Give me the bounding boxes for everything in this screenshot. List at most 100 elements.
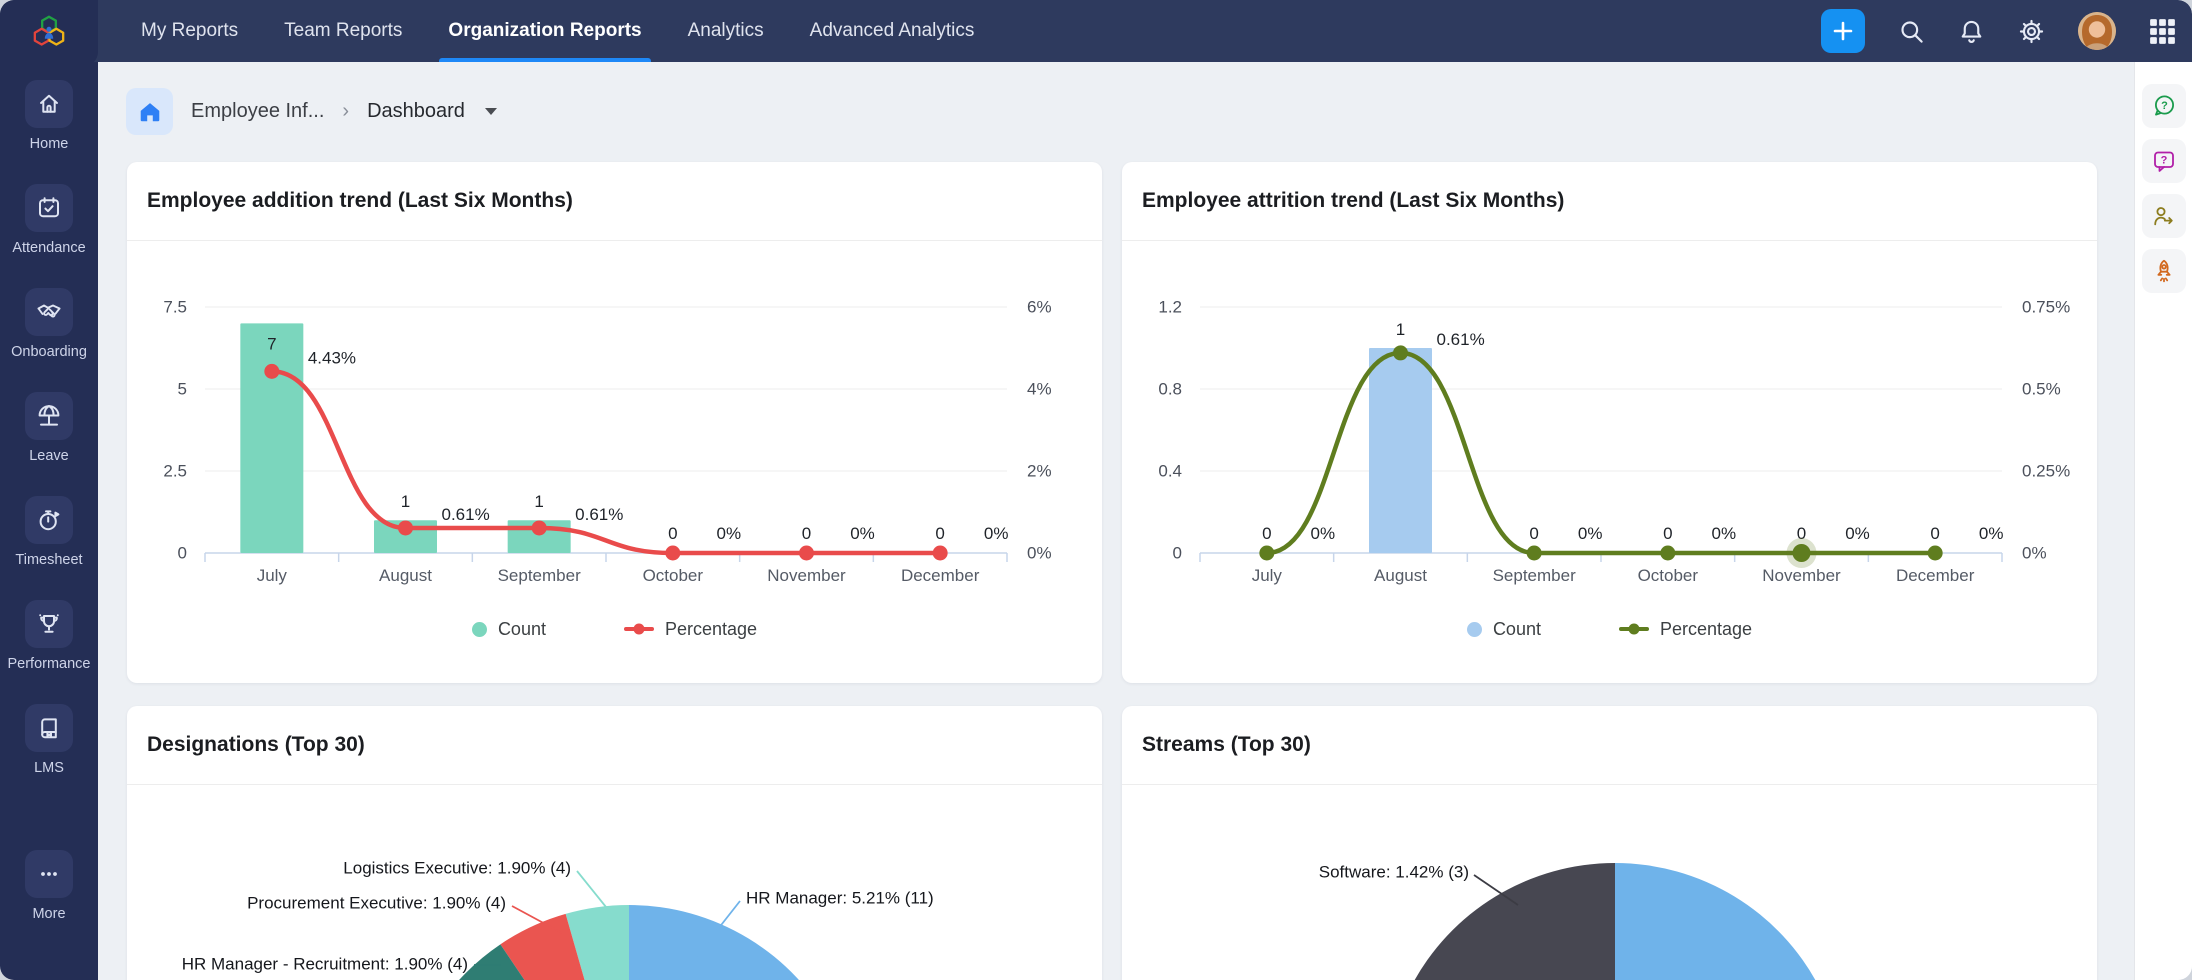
create-button[interactable] bbox=[1821, 9, 1865, 53]
home-button[interactable] bbox=[126, 88, 173, 135]
app-logo[interactable] bbox=[0, 0, 98, 66]
help-chat-icon: ? bbox=[2151, 93, 2177, 119]
sidebar-item-leave[interactable]: Leave bbox=[0, 392, 98, 496]
tab-my-reports[interactable]: My Reports bbox=[141, 0, 238, 62]
card-title: Employee attrition trend (Last Six Month… bbox=[1122, 162, 2097, 240]
svg-text:2%: 2% bbox=[1027, 462, 1052, 481]
sidebar-item-attendance[interactable]: Attendance bbox=[0, 184, 98, 288]
sidebar-item-timesheet[interactable]: Timesheet bbox=[0, 496, 98, 600]
user-referral-icon bbox=[2151, 203, 2177, 229]
lms-book-icon bbox=[35, 714, 63, 742]
attrition-trend-chart[interactable]: 00%0.40.25%0.80.5%1.20.75%JulyAugustSept… bbox=[1122, 241, 2097, 612]
breadcrumb-separator-icon: › bbox=[342, 100, 349, 123]
addition-trend-chart[interactable]: 00%2.52%54%7.56%JulyAugustSeptemberOctob… bbox=[127, 241, 1102, 612]
breadcrumb-current[interactable]: Dashboard bbox=[367, 100, 465, 123]
sidebar-item-onboarding[interactable]: Onboarding bbox=[0, 288, 98, 392]
apps-grid-icon[interactable] bbox=[2149, 18, 2176, 45]
card-title: Designations (Top 30) bbox=[127, 706, 1102, 784]
svg-text:August: August bbox=[379, 566, 432, 585]
timesheet-timer-icon bbox=[35, 506, 63, 534]
attendance-calendar-icon bbox=[35, 194, 63, 222]
sidebar-item-home[interactable]: Home bbox=[0, 80, 98, 184]
breadcrumb-root[interactable]: Employee Inf... bbox=[191, 100, 324, 123]
svg-text:0%: 0% bbox=[1979, 524, 2004, 543]
designations-pie-chart[interactable]: HR Manager: 5.21% (11) Logistics Executiv… bbox=[127, 785, 1102, 980]
svg-text:HR Manager - Recruitment: 1.90: HR Manager - Recruitment: 1.90% (4) bbox=[182, 955, 468, 974]
svg-text:0: 0 bbox=[1930, 524, 1939, 543]
svg-text:0.25%: 0.25% bbox=[2022, 462, 2070, 481]
svg-text:July: July bbox=[1252, 566, 1283, 585]
svg-text:0%: 0% bbox=[1845, 524, 1870, 543]
legend-percentage[interactable]: Percentage bbox=[1619, 619, 1752, 640]
right-help-rail: ? ? bbox=[2134, 62, 2192, 980]
faq-button[interactable]: ? bbox=[2142, 139, 2186, 183]
navbar-actions bbox=[1821, 9, 2192, 53]
svg-text:0.75%: 0.75% bbox=[2022, 298, 2070, 317]
svg-text:0: 0 bbox=[1529, 524, 1538, 543]
search-icon[interactable] bbox=[1898, 18, 1925, 45]
help-chat-button[interactable]: ? bbox=[2142, 84, 2186, 128]
svg-text:0.8: 0.8 bbox=[1158, 380, 1182, 399]
card-streams-top30: Streams (Top 30) Software: 1.42% (3) bbox=[1122, 706, 2097, 980]
user-referral-button[interactable] bbox=[2142, 194, 2186, 238]
sidebar-item-performance[interactable]: Performance bbox=[0, 600, 98, 704]
tab-analytics[interactable]: Analytics bbox=[688, 0, 764, 62]
tab-team-reports[interactable]: Team Reports bbox=[284, 0, 402, 62]
svg-text:7.5: 7.5 bbox=[163, 298, 187, 317]
zoho-people-logo-icon bbox=[28, 12, 70, 54]
svg-text:October: October bbox=[643, 566, 704, 585]
svg-text:0%: 0% bbox=[1712, 524, 1737, 543]
card-title: Employee addition trend (Last Six Months… bbox=[127, 162, 1102, 240]
legend-percentage[interactable]: Percentage bbox=[624, 619, 757, 640]
performance-trophy-icon bbox=[35, 610, 63, 638]
svg-text:September: September bbox=[1493, 566, 1576, 585]
user-avatar[interactable] bbox=[2078, 12, 2116, 50]
streams-pie-chart[interactable]: Software: 1.42% (3) bbox=[1122, 785, 2097, 980]
svg-text:4.43%: 4.43% bbox=[308, 348, 356, 367]
svg-text:November: November bbox=[1762, 566, 1841, 585]
svg-text:0.5%: 0.5% bbox=[2022, 380, 2061, 399]
card-designations-top30: Designations (Top 30) HR Manager: 5.21% … bbox=[127, 706, 1102, 980]
svg-text:0%: 0% bbox=[717, 524, 742, 543]
whats-new-rocket-button[interactable] bbox=[2142, 249, 2186, 293]
house-icon bbox=[137, 99, 163, 125]
sidebar-item-label: Timesheet bbox=[15, 552, 82, 568]
svg-text:1: 1 bbox=[401, 492, 410, 511]
sidebar-item-label: More bbox=[32, 906, 65, 922]
chart-legend: Count Percentage bbox=[1122, 614, 2097, 644]
notifications-bell-icon[interactable] bbox=[1958, 18, 1985, 45]
svg-text:November: November bbox=[767, 566, 846, 585]
svg-text:?: ? bbox=[2161, 100, 2168, 112]
svg-text:0: 0 bbox=[178, 544, 187, 563]
sidebar-item-lms[interactable]: LMS bbox=[0, 704, 98, 808]
svg-text:Procurement Executive: 1.90% (: Procurement Executive: 1.90% (4) bbox=[247, 894, 506, 913]
app-window: My Reports Team Reports Organization Rep… bbox=[0, 0, 2192, 980]
svg-text:4%: 4% bbox=[1027, 380, 1052, 399]
svg-text:0%: 0% bbox=[1311, 524, 1336, 543]
sidebar-item-more[interactable]: More bbox=[0, 850, 98, 954]
card-employee-addition-trend: Employee addition trend (Last Six Months… bbox=[127, 162, 1102, 683]
svg-text:0: 0 bbox=[802, 524, 811, 543]
top-navbar: My Reports Team Reports Organization Rep… bbox=[0, 0, 2192, 62]
svg-text:Logistics Executive: 1.90% (4): Logistics Executive: 1.90% (4) bbox=[343, 859, 571, 878]
tab-advanced-analytics[interactable]: Advanced Analytics bbox=[810, 0, 975, 62]
sidebar-item-label: Leave bbox=[29, 448, 69, 464]
svg-text:HR Manager: 5.21% (11): HR Manager: 5.21% (11) bbox=[746, 889, 934, 908]
onboarding-handshake-icon bbox=[35, 298, 63, 326]
svg-text:0%: 0% bbox=[850, 524, 875, 543]
svg-text:0: 0 bbox=[1663, 524, 1672, 543]
main-content: Employee Inf... › Dashboard Employee add… bbox=[98, 62, 2134, 980]
legend-count[interactable]: Count bbox=[1467, 619, 1541, 640]
sidebar-item-label: Attendance bbox=[12, 240, 85, 256]
tab-organization-reports[interactable]: Organization Reports bbox=[448, 0, 641, 62]
svg-text:0%: 0% bbox=[2022, 544, 2047, 563]
legend-count[interactable]: Count bbox=[472, 619, 546, 640]
svg-text:July: July bbox=[257, 566, 288, 585]
dashboard-dropdown-caret-icon[interactable] bbox=[485, 108, 497, 115]
settings-gear-icon[interactable] bbox=[2018, 18, 2045, 45]
svg-text:December: December bbox=[1896, 566, 1975, 585]
svg-text:1.2: 1.2 bbox=[1158, 298, 1182, 317]
sidebar-item-label: Onboarding bbox=[11, 344, 87, 360]
svg-text:Software: 1.42% (3): Software: 1.42% (3) bbox=[1319, 863, 1469, 882]
svg-text:September: September bbox=[498, 566, 581, 585]
